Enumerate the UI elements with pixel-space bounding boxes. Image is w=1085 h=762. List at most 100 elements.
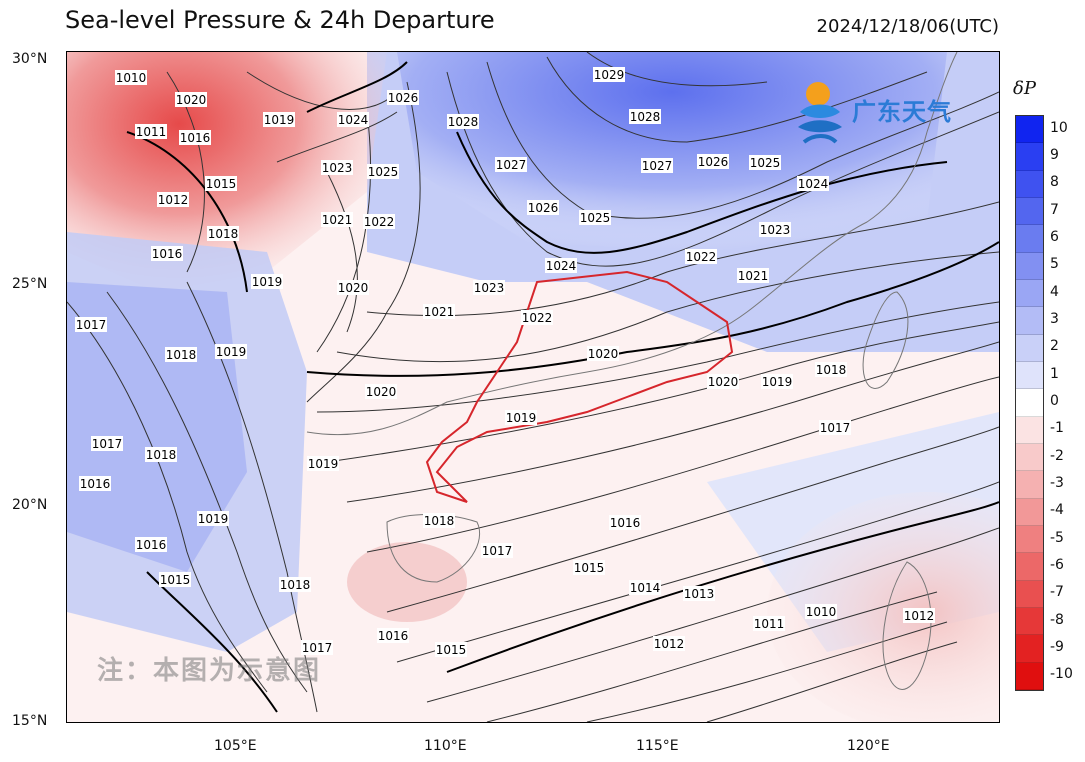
- isobar-label-1018-w: 1018: [165, 347, 197, 362]
- colorbar-segment: [1016, 471, 1043, 499]
- svg-text:1016: 1016: [80, 477, 111, 491]
- isobar-label-1020-north: 1020: [175, 92, 207, 107]
- svg-text:1020: 1020: [176, 93, 207, 107]
- svg-text:1026: 1026: [388, 91, 419, 105]
- svg-text:1016: 1016: [152, 247, 183, 261]
- pressure-map[interactable]: 1010 1011 1012 1016 1015 1020 1019 1018 …: [66, 51, 1000, 723]
- lat-tick-25: 25°N: [12, 276, 48, 292]
- colorbar-tick-label: -4: [1050, 502, 1064, 519]
- svg-text:1017: 1017: [482, 544, 513, 558]
- colorbar-segment: [1016, 416, 1043, 444]
- svg-text:1018: 1018: [280, 578, 311, 592]
- svg-text:1012: 1012: [654, 637, 685, 651]
- colorbar: [1015, 115, 1044, 691]
- svg-text:1018: 1018: [816, 363, 847, 377]
- isobar: [586, 621, 948, 722]
- isobar-label-1015: 1015: [573, 560, 605, 575]
- svg-text:1029: 1029: [594, 68, 625, 82]
- guangdong-outline[interactable]: [425, 270, 734, 503]
- svg-text:1024: 1024: [546, 259, 577, 273]
- colorbar-segment: [1016, 307, 1043, 335]
- colorbar-tick-label: 0: [1050, 393, 1059, 409]
- svg-text:1012: 1012: [904, 609, 935, 623]
- colorbar-tick-label: -5: [1050, 529, 1064, 546]
- svg-text:1023: 1023: [474, 281, 505, 295]
- isobar-label-1018-sw: 1018: [145, 447, 177, 462]
- colorbar-tick-label: 8: [1050, 174, 1059, 191]
- brand-name: 广东天气: [852, 98, 952, 126]
- svg-text:1015: 1015: [574, 561, 605, 575]
- colorbar-tick-label: -9: [1050, 639, 1064, 655]
- lon-tick-105: 105°E: [214, 738, 257, 754]
- lat-tick-20: 20°N: [12, 497, 48, 513]
- colorbar-tick-label: 2: [1050, 338, 1059, 355]
- weather-icon: [798, 82, 842, 144]
- svg-text:1020: 1020: [708, 375, 739, 389]
- isobar-label-1022-n: 1022: [363, 214, 395, 229]
- colorbar-tick-label: 10: [1050, 119, 1068, 136]
- isobar-label-1022: 1022: [685, 249, 717, 264]
- isobar-label-1016: 1016: [609, 515, 641, 530]
- isobar-label-1018-sw2: 1018: [279, 577, 311, 592]
- colorbar-segment: [1016, 525, 1043, 554]
- isobar: [316, 111, 371, 353]
- svg-text:1022: 1022: [522, 311, 553, 325]
- svg-text:1018: 1018: [166, 348, 197, 362]
- isobar: [486, 591, 938, 722]
- legend-title: δP: [1013, 78, 1036, 99]
- colorbar-segment: [1016, 498, 1043, 526]
- isobar-bold: [446, 501, 999, 673]
- colorbar-segment: [1016, 361, 1043, 390]
- svg-text:1010: 1010: [806, 605, 837, 619]
- west-strong-negative-region: [67, 282, 247, 572]
- colorbar-segment: [1016, 389, 1043, 417]
- svg-text:1020: 1020: [588, 347, 619, 361]
- svg-text:1015: 1015: [206, 177, 237, 191]
- isobar: [366, 376, 999, 553]
- brand-logo: 广东天气: [790, 72, 980, 152]
- luzon-island: [882, 561, 932, 690]
- svg-text:1019: 1019: [198, 512, 229, 526]
- svg-text:1019: 1019: [252, 275, 283, 289]
- svg-text:1026: 1026: [528, 201, 559, 215]
- isobar-label-1020-s: 1020: [365, 384, 397, 399]
- isobar: [106, 291, 308, 693]
- isobar-label-1019-north: 1019: [263, 112, 295, 127]
- isobar-label-1018-hn: 1018: [423, 513, 455, 528]
- svg-text:1019: 1019: [762, 375, 793, 389]
- isobar-label-1012: 1012: [157, 192, 189, 207]
- isobar: [246, 71, 398, 110]
- svg-text:1025: 1025: [750, 156, 781, 170]
- isobar-label-1017: 1017: [819, 420, 851, 435]
- svg-text:1019: 1019: [216, 345, 247, 359]
- isobar: [706, 641, 958, 722]
- isobar-label-1018: 1018: [815, 362, 847, 377]
- isobar-label-1027-e: 1027: [641, 158, 673, 173]
- isobar: [346, 341, 999, 503]
- isobar: [426, 527, 999, 703]
- svg-text:1016: 1016: [136, 538, 167, 552]
- isobar-label-1021-e: 1021: [737, 268, 769, 283]
- isobar-label-1017-sea: 1017: [481, 543, 513, 558]
- isobar: [276, 111, 398, 163]
- isobar-label-1013: 1013: [683, 586, 715, 601]
- colorbar-segment: [1016, 443, 1043, 472]
- svg-text:1011: 1011: [136, 125, 167, 139]
- timestamp: 2024/12/18/06(UTC): [816, 16, 999, 37]
- hainan-positive-region: [347, 542, 467, 622]
- svg-text:1028: 1028: [448, 115, 479, 129]
- isobar-label-1016-nw: 1016: [179, 130, 211, 145]
- svg-text:1027: 1027: [642, 159, 673, 173]
- colorbar-tick-label: 6: [1050, 229, 1059, 245]
- colorbar-segment: [1016, 143, 1043, 171]
- isobar-label-1029: 1029: [593, 67, 625, 82]
- isobar-label-1025-n: 1025: [367, 164, 399, 179]
- isobar-label-1022-s: 1022: [521, 310, 553, 325]
- isobar: [386, 426, 999, 613]
- isobar-label-1023-s: 1023: [473, 280, 505, 295]
- isobar: [316, 301, 999, 413]
- svg-text:1010: 1010: [116, 71, 147, 85]
- svg-text:1018: 1018: [424, 514, 455, 528]
- isobar-bold: [306, 241, 999, 377]
- colorbar-segment: [1016, 197, 1043, 226]
